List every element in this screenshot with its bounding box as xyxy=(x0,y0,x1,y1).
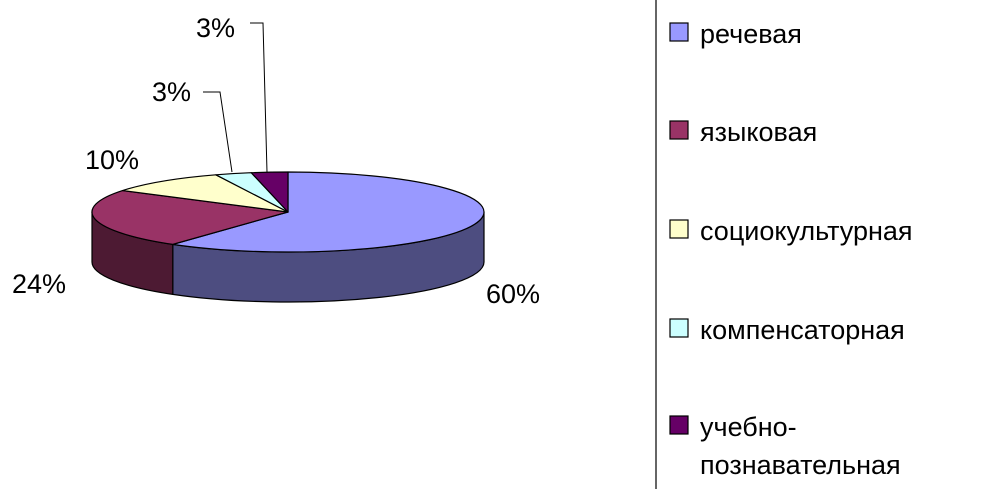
legend-swatch-1 xyxy=(669,120,689,140)
pie-slice-4 xyxy=(250,171,289,213)
data-label-0: 60% xyxy=(486,279,540,309)
data-label-1: 24% xyxy=(12,269,66,299)
pie-slice-2 xyxy=(121,174,289,213)
data-labels: 60% 24% 10% 3% 3% xyxy=(12,13,540,309)
data-label-2: 10% xyxy=(85,145,139,175)
pie-tops xyxy=(91,171,485,253)
pie-slice-0 xyxy=(172,171,485,253)
legend-label-4-line-0: учебно- xyxy=(700,412,797,442)
data-label-4: 3% xyxy=(196,13,235,43)
pie-slice-1 xyxy=(91,189,289,245)
legend-label-2: социокультурная xyxy=(700,216,913,246)
legend-label-0: речевая xyxy=(700,19,802,49)
legend-label-3: компенсаторная xyxy=(700,315,905,345)
legend-label-1: языковая xyxy=(700,117,817,147)
legend-label-4-line-1: познавательная xyxy=(700,450,901,480)
leader-line-4 xyxy=(250,22,268,173)
legend-swatch-2 xyxy=(669,219,689,239)
leader-line-3 xyxy=(203,91,233,173)
legend-swatch-4 xyxy=(669,415,689,435)
data-label-3: 3% xyxy=(152,77,191,107)
legend-swatch-3 xyxy=(669,318,689,338)
legend-swatch-0 xyxy=(669,22,689,42)
legend: речевая языковая социокультурная компенсато… xyxy=(669,19,913,480)
